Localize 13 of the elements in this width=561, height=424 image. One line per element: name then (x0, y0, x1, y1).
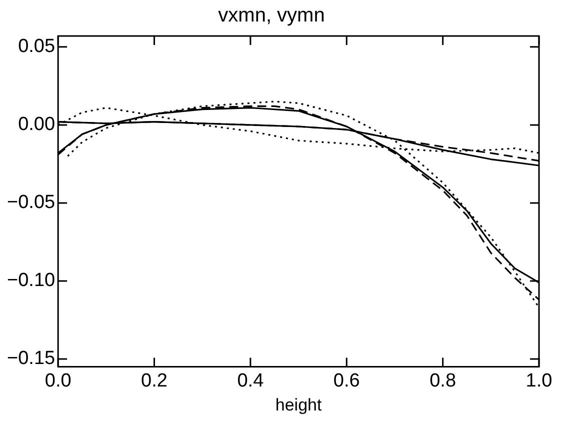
y-tick-label: −0.05 (6, 192, 56, 214)
x-tick-label: 0.0 (44, 370, 72, 392)
x-tick-label: 0.4 (237, 370, 264, 392)
x-tick-label: 1.0 (526, 370, 552, 392)
y-tick-label: −0.15 (6, 348, 56, 370)
y-tick-label: 0.05 (18, 36, 56, 58)
y-tick-label: 0.00 (18, 114, 56, 136)
x-tick-label: 0.8 (430, 370, 456, 392)
chart-title: vxmn, vymn (218, 4, 325, 27)
x-axis-title: height (275, 395, 322, 414)
y-tick-label: −0.10 (6, 270, 56, 292)
x-tick-label: 0.2 (141, 370, 168, 392)
x-tick-label: 0.6 (333, 370, 360, 392)
